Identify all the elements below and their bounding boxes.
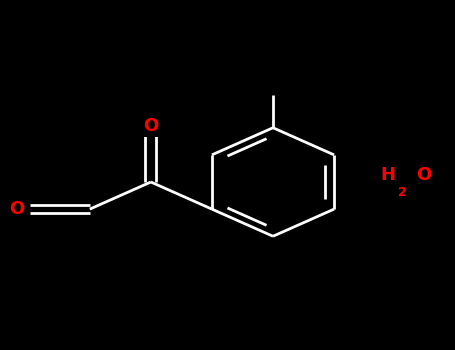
Text: O: O (10, 200, 25, 218)
Text: H: H (381, 166, 396, 184)
Text: O: O (143, 117, 158, 135)
Text: O: O (416, 166, 432, 184)
Text: 2: 2 (398, 186, 407, 199)
